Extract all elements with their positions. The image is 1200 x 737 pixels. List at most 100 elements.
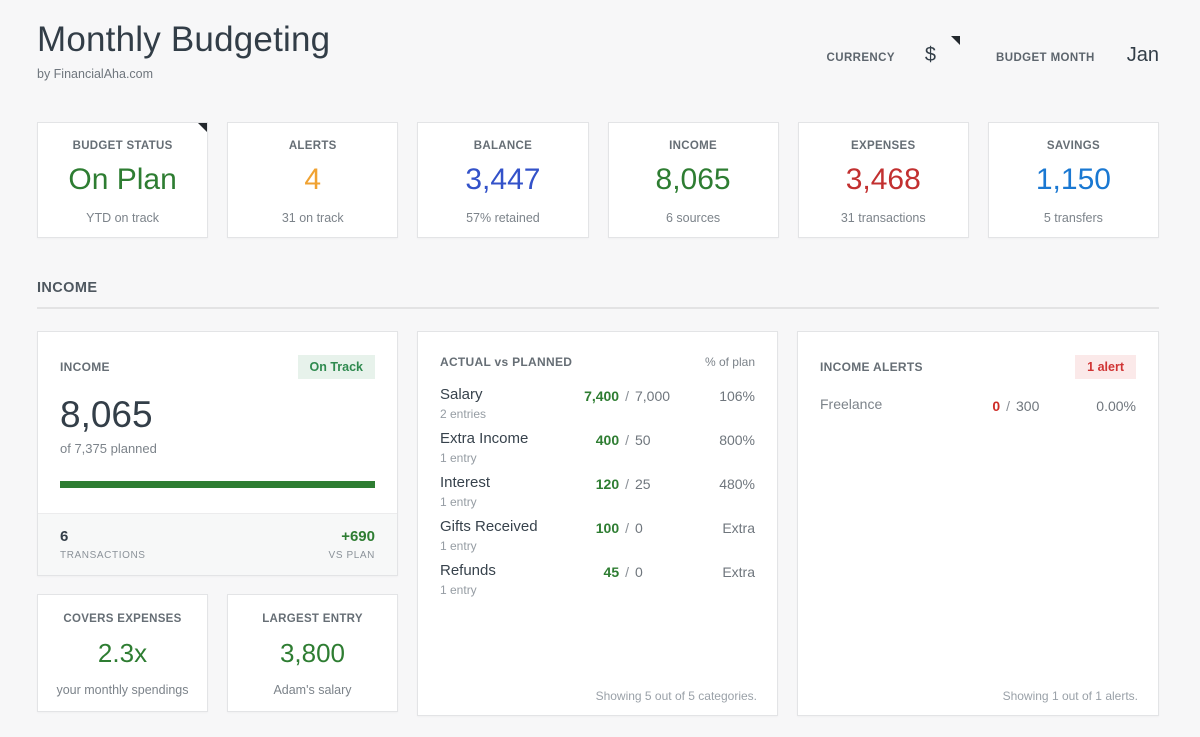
- stat-label: BUDGET STATUS: [72, 140, 173, 152]
- stat-sub: 5 transfers: [1043, 211, 1103, 225]
- avp-rows: Salary 2 entries 7,400 / 7,000 106% Extr…: [440, 386, 755, 599]
- stat-value: 4: [304, 163, 322, 196]
- page-header: Monthly Budgeting by FinancialAha.com CU…: [37, 20, 1159, 81]
- stat-sub: 57% retained: [466, 211, 540, 225]
- table-row: Refunds 1 entry 45 / 0 Extra: [440, 562, 755, 599]
- mini-card-sub: your monthly spendings: [56, 683, 189, 697]
- stat-card-savings: SAVINGS 1,150 5 transfers: [987, 122, 1159, 238]
- largest-entry-card: LARGEST ENTRY 3,800 Adam's salary: [227, 594, 398, 712]
- planned-value: 7,000: [635, 388, 671, 404]
- category-entries: 1 entry: [440, 583, 477, 597]
- category-name: Refunds: [440, 562, 496, 579]
- planned-value: 25: [635, 476, 651, 492]
- income-alerts-card: INCOME ALERTS 1 alert Freelance 0 / 300 …: [797, 331, 1159, 716]
- category-name: Interest: [440, 474, 491, 491]
- percent-of-plan: 480%: [719, 476, 755, 492]
- stat-card-alerts: ALERTS 4 31 on track: [227, 122, 399, 238]
- stat-label: SAVINGS: [1046, 140, 1100, 152]
- value-separator: /: [1006, 398, 1010, 414]
- corner-note-marker-icon: [198, 123, 208, 132]
- section-title: INCOME: [37, 280, 98, 296]
- percent-of-plan: Extra: [722, 520, 755, 536]
- header-controls: CURRENCY $ BUDGET MONTH Jan: [826, 36, 1159, 67]
- stat-label: INCOME: [669, 140, 717, 152]
- mini-card-sub: Adam's salary: [273, 683, 352, 697]
- mini-cards-row: COVERS EXPENSES 2.3x your monthly spendi…: [37, 594, 398, 712]
- transactions-stat: 6 TRANSACTIONS: [60, 528, 146, 561]
- transactions-count: 6: [60, 528, 69, 545]
- currency-label: CURRENCY: [826, 52, 895, 64]
- avp-header: ACTUAL vs PLANNED % of plan: [440, 355, 755, 369]
- on-track-badge: On Track: [297, 355, 375, 379]
- alert-rows: Freelance 0 / 300 0.00%: [820, 396, 1136, 414]
- stat-sub: 31 on track: [281, 211, 344, 225]
- actual-value: 120: [595, 476, 620, 492]
- vs-plan-value: +690: [341, 528, 375, 545]
- category-name: Extra Income: [440, 430, 529, 447]
- stat-value: 3,447: [465, 163, 541, 196]
- table-row: Extra Income 1 entry 400 / 50 800%: [440, 430, 755, 467]
- avp-col-header: % of plan: [704, 355, 755, 369]
- category-entries: 1 entry: [440, 451, 477, 465]
- dropdown-marker-icon: [951, 36, 961, 45]
- covers-expenses-card: COVERS EXPENSES 2.3x your monthly spendi…: [37, 594, 208, 712]
- stat-value: On Plan: [68, 163, 177, 196]
- mini-card-label: LARGEST ENTRY: [262, 613, 363, 625]
- income-card-footer: 6 TRANSACTIONS +690 VS PLAN: [38, 513, 397, 575]
- stat-label: BALANCE: [473, 140, 533, 152]
- page-title: Monthly Budgeting: [37, 20, 331, 59]
- stat-value: 3,468: [845, 163, 921, 196]
- transactions-label: TRANSACTIONS: [60, 550, 146, 561]
- percent-of-plan: 800%: [719, 432, 755, 448]
- actual-vs-planned-card: ACTUAL vs PLANNED % of plan Salary 2 ent…: [417, 331, 778, 716]
- category-name: Salary: [440, 386, 483, 403]
- vs-plan-label: VS PLAN: [328, 550, 375, 561]
- title-block: Monthly Budgeting by FinancialAha.com: [37, 20, 330, 81]
- stat-value: 1,150: [1035, 163, 1111, 196]
- value-separator: /: [625, 564, 629, 580]
- avp-footer-note: Showing 5 out of 5 categories.: [595, 689, 757, 703]
- income-card-label: INCOME: [60, 360, 110, 374]
- percent-of-plan: 0.00%: [1096, 398, 1136, 414]
- income-progress-bar: [60, 481, 375, 488]
- income-summary-card: INCOME On Track 8,065 of 7,375 planned 6…: [37, 331, 398, 576]
- category-entries: 1 entry: [440, 495, 477, 509]
- actual-value: 0: [992, 398, 1001, 414]
- planned-value: 50: [635, 432, 651, 448]
- stat-label: ALERTS: [288, 140, 337, 152]
- income-planned-sub: of 7,375 planned: [60, 441, 157, 456]
- planned-value: 0: [635, 564, 643, 580]
- actual-value: 7,400: [584, 388, 620, 404]
- table-row: Interest 1 entry 120 / 25 480%: [440, 474, 755, 511]
- actual-value: 45: [603, 564, 620, 580]
- budgeting-dashboard: Monthly Budgeting by FinancialAha.com CU…: [37, 20, 1159, 716]
- category-entries: 2 entries: [440, 407, 487, 421]
- income-section-header: INCOME: [37, 279, 1159, 309]
- stat-sub: 31 transactions: [840, 211, 926, 225]
- income-progress-fill: [60, 481, 375, 488]
- planned-value: 0: [635, 520, 643, 536]
- table-row: Salary 2 entries 7,400 / 7,000 106%: [440, 386, 755, 423]
- currency-select[interactable]: $: [925, 36, 961, 67]
- table-row: Gifts Received 1 entry 100 / 0 Extra: [440, 518, 755, 555]
- stat-label: EXPENSES: [851, 140, 916, 152]
- stat-value: 8,065: [655, 163, 731, 196]
- value-separator: /: [625, 476, 629, 492]
- alerts-header: INCOME ALERTS 1 alert: [820, 355, 1136, 379]
- budget-month-select[interactable]: Jan: [1126, 44, 1159, 66]
- stat-card-income: INCOME 8,065 6 sources: [607, 122, 779, 238]
- alert-count-badge: 1 alert: [1075, 355, 1136, 379]
- stat-cards-row: BUDGET STATUS On Plan YTD on track ALERT…: [37, 122, 1159, 238]
- avp-title: ACTUAL vs PLANNED: [440, 355, 573, 369]
- stat-sub: YTD on track: [86, 211, 160, 225]
- mini-card-value: 3,800: [279, 638, 346, 668]
- actual-value: 100: [595, 520, 620, 536]
- mini-card-value: 2.3x: [97, 638, 148, 668]
- income-summary-column: INCOME On Track 8,065 of 7,375 planned 6…: [37, 331, 398, 712]
- value-separator: /: [625, 432, 629, 448]
- page-subtitle: by FinancialAha.com: [37, 67, 154, 81]
- stat-sub: 6 sources: [665, 211, 721, 225]
- stat-card-budget-status: BUDGET STATUS On Plan YTD on track: [37, 122, 209, 238]
- percent-of-plan: 106%: [719, 388, 755, 404]
- table-row: Freelance 0 / 300 0.00%: [820, 396, 1136, 414]
